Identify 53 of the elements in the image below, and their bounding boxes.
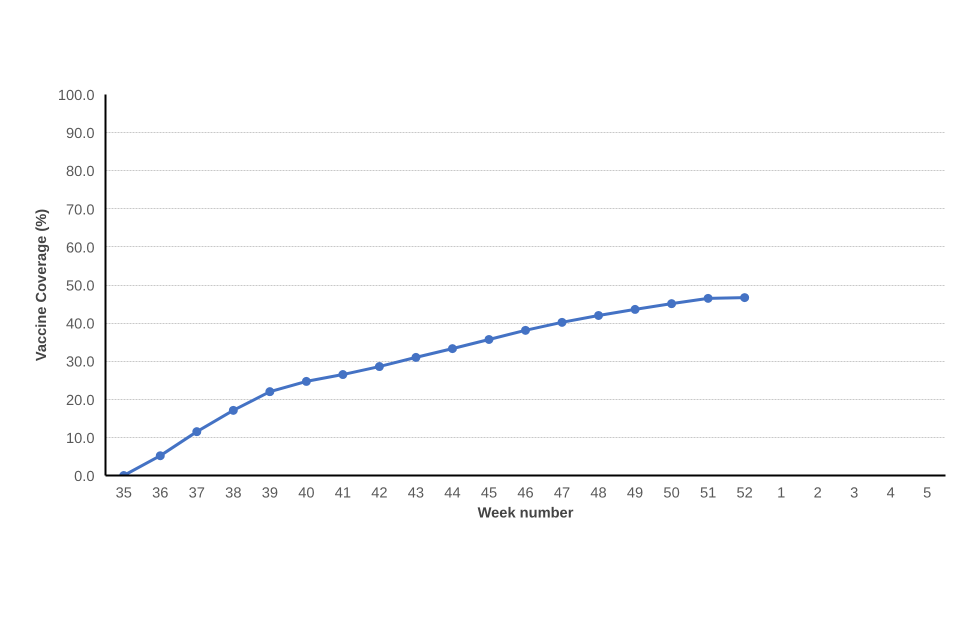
point [302, 376, 311, 386]
x-tick-label: 41 [334, 486, 352, 502]
point [630, 304, 640, 314]
y-axis-title: Vaccine Coverage (%) [34, 208, 50, 362]
point [265, 387, 274, 396]
y-tick-label: 0.0 [74, 469, 94, 485]
point [192, 427, 202, 436]
point [740, 293, 750, 302]
point [558, 318, 567, 327]
x-tick-label: 47 [554, 486, 570, 502]
x-tick-label: 2 [814, 486, 822, 502]
y-tick-label: 50.0 [66, 278, 95, 294]
point [667, 299, 676, 308]
point [484, 334, 494, 344]
x-tick-label: 52 [736, 486, 753, 502]
point [521, 326, 530, 335]
point [338, 370, 348, 380]
x-tick-label: 38 [225, 486, 242, 502]
x-tick-label: 46 [517, 486, 534, 502]
y-tick-label: 80.0 [66, 164, 95, 180]
y-tick-label: 30.0 [66, 354, 95, 371]
x-tick-label: 37 [188, 486, 205, 502]
point [374, 362, 384, 372]
x-tick-label: 5 [923, 486, 932, 502]
point [228, 406, 238, 415]
x-axis-title: Week number [478, 506, 574, 522]
y-tick-label: 60.0 [66, 240, 95, 256]
x-tick-label: 50 [663, 486, 680, 502]
x-tick-label: 35 [116, 486, 132, 502]
y-tick-label: 40.0 [66, 316, 95, 333]
y-tick-label: 100.0 [58, 88, 95, 104]
x-tick-label: 44 [444, 486, 461, 502]
x-tick-label: 51 [700, 486, 716, 502]
x-tick-label: 45 [480, 486, 498, 502]
point [411, 352, 420, 362]
y-tick-label: 20.0 [66, 392, 95, 409]
x-tick-label: 48 [590, 486, 607, 502]
x-tick-label: 43 [408, 486, 424, 502]
x-tick-label: 1 [777, 486, 786, 502]
point [448, 344, 457, 354]
x-tick-label: 42 [371, 486, 388, 502]
x-tick-label: 36 [152, 486, 168, 502]
y-tick-label: 10.0 [66, 430, 95, 447]
y-tick-label: 90.0 [66, 126, 95, 142]
x-tick-label: 49 [626, 486, 644, 502]
x-tick-label: 3 [850, 486, 858, 502]
x-tick-label: 39 [262, 486, 278, 502]
x-tick-label: 40 [298, 486, 315, 502]
point [156, 451, 165, 460]
point [594, 310, 604, 320]
x-tick-label: 4 [886, 486, 895, 502]
point [704, 294, 713, 303]
y-tick-label: 70.0 [66, 202, 95, 218]
